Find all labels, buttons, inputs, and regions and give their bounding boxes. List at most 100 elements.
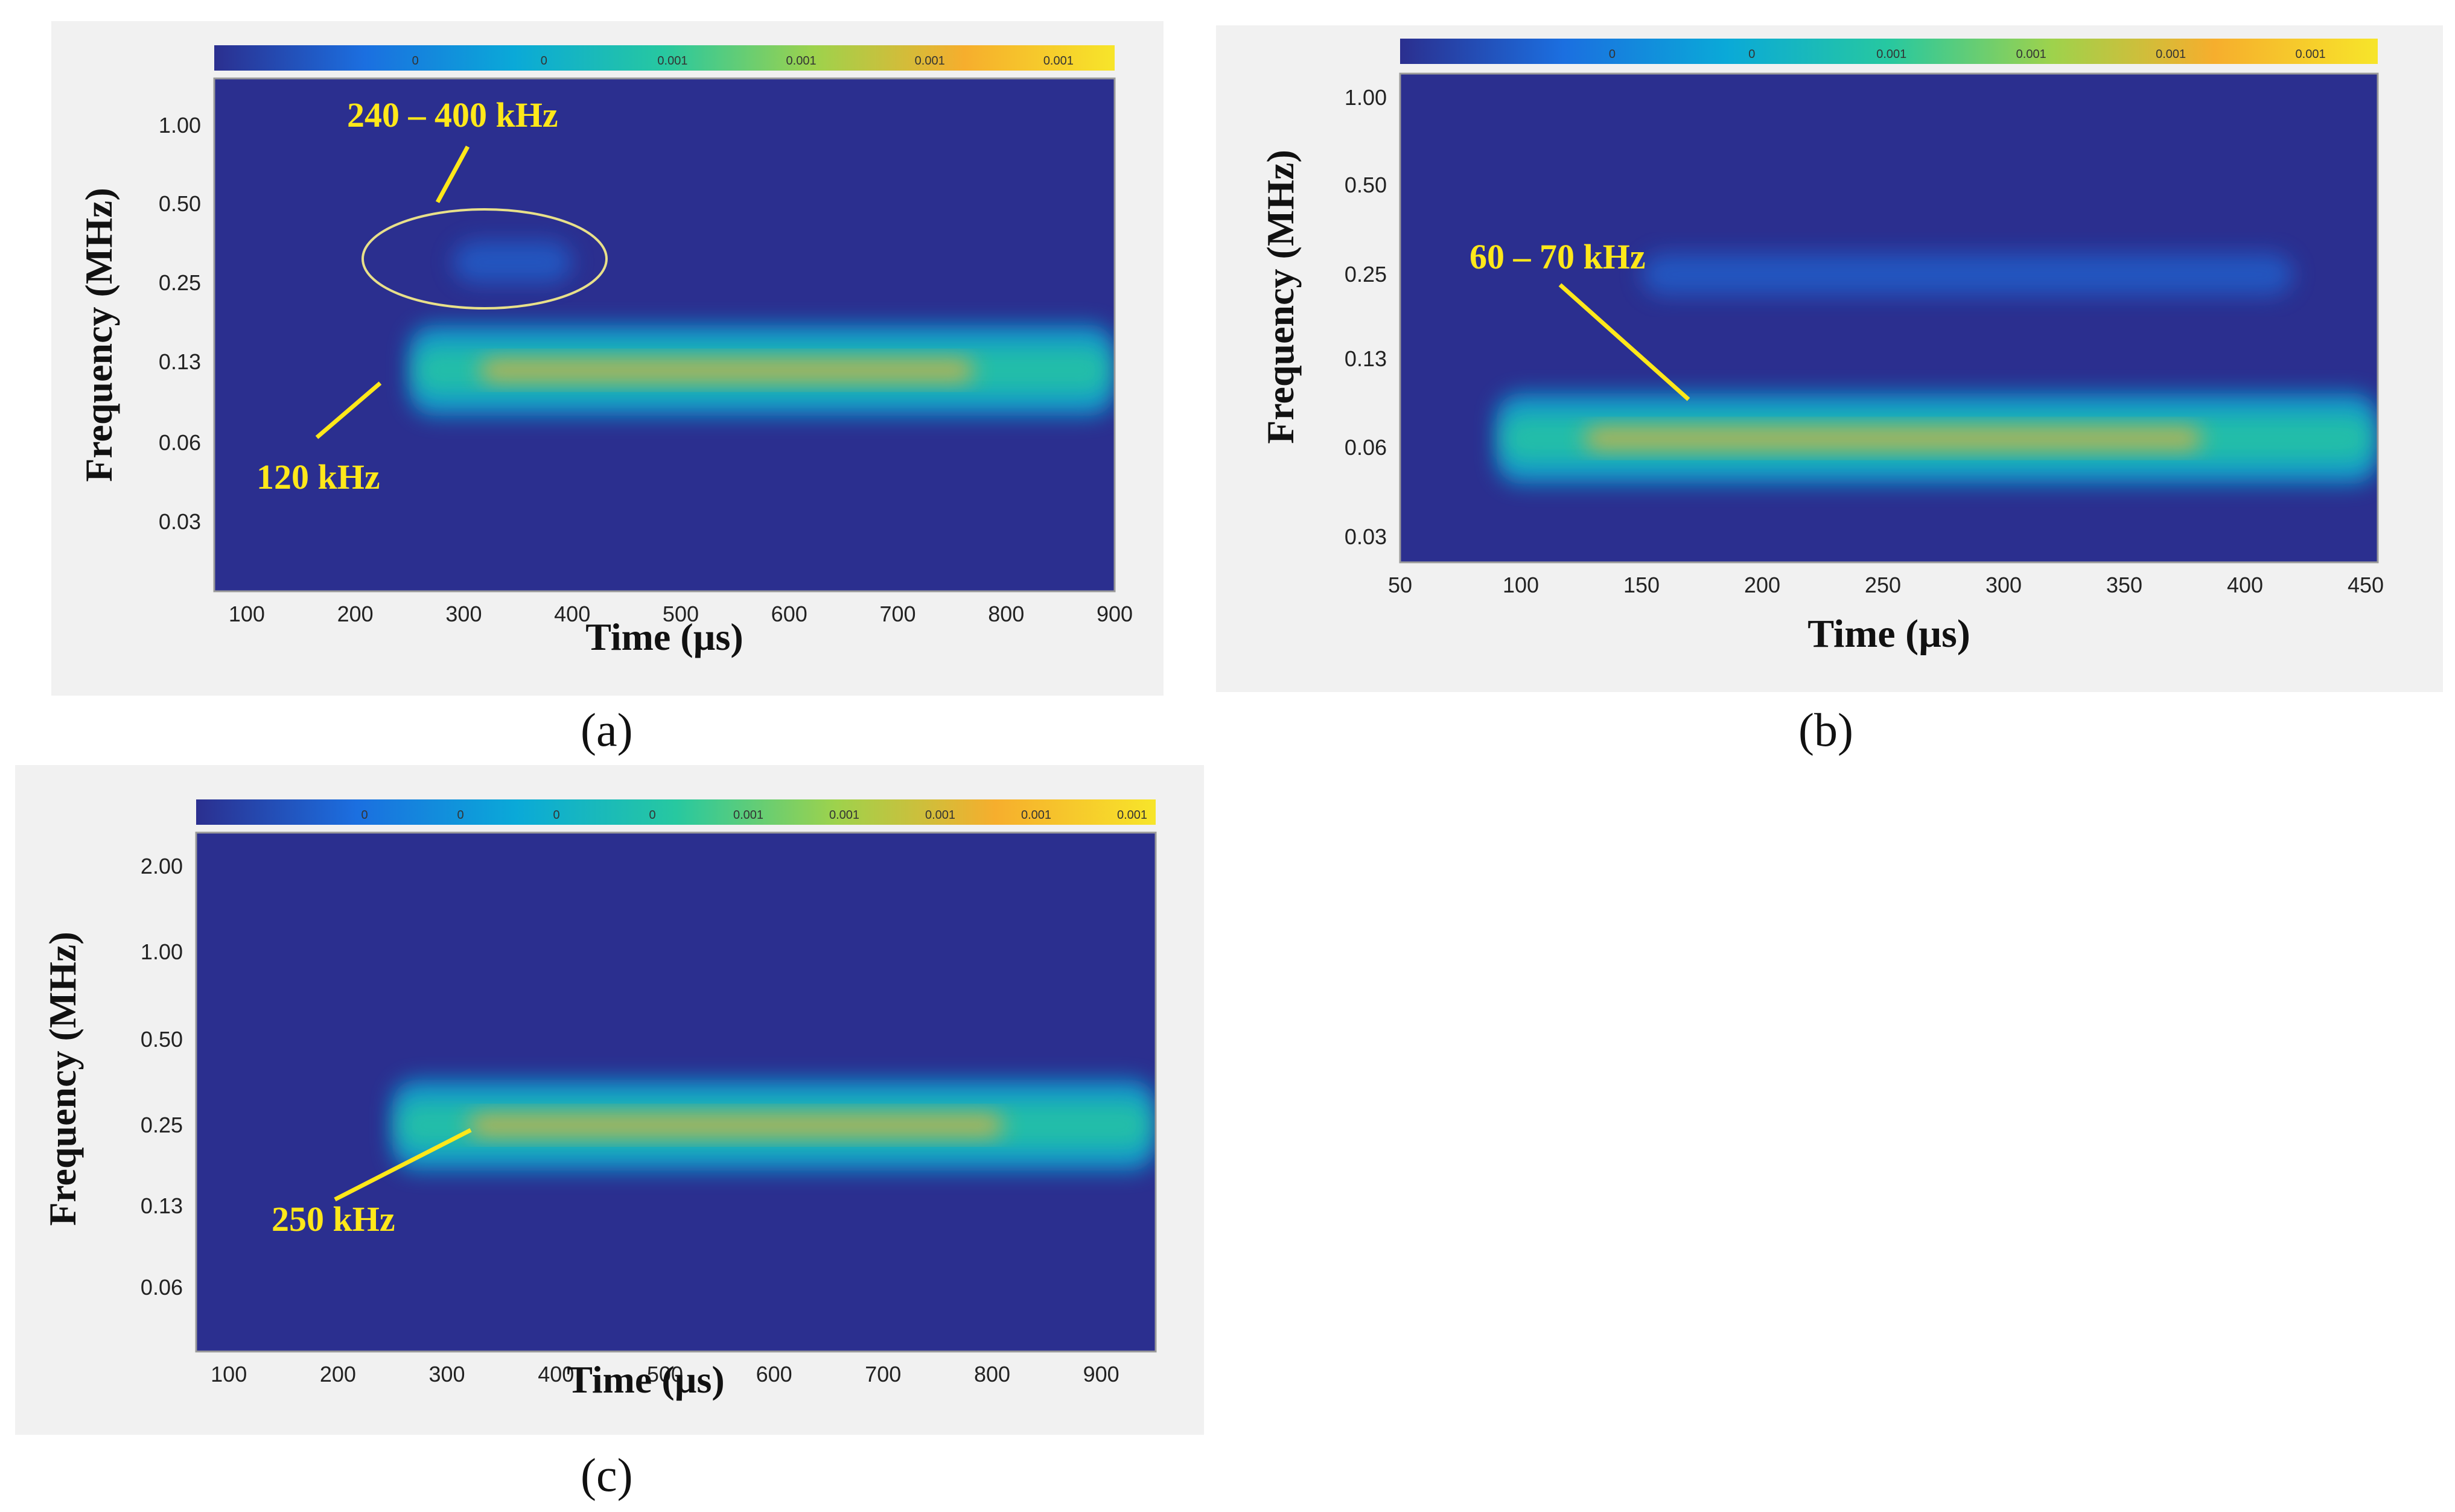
y-tick-label: 0.50 — [159, 191, 201, 216]
x-tick-label: 300 — [445, 602, 482, 626]
x-tick-label: 700 — [865, 1362, 901, 1387]
colorbar-tick-label: 0.001 — [2296, 48, 2326, 61]
y-axis-label: Frequency (MHz) — [41, 932, 84, 1226]
y-tick-label: 0.06 — [1345, 435, 1387, 460]
colorbar-tick-label: 0.001 — [925, 808, 955, 822]
y-tick-label: 0.13 — [159, 349, 201, 374]
x-tick-label: 400 — [554, 602, 590, 626]
x-tick-label: 350 — [2106, 573, 2142, 597]
colorbar-tick-label: 0.001 — [2156, 48, 2186, 61]
heatmap-bands — [409, 241, 1115, 416]
x-tick-label: 50 — [1388, 573, 1412, 597]
colorbar-tick-label: 0.001 — [733, 808, 763, 822]
x-tick-label: 100 — [211, 1362, 247, 1387]
colorbar — [1400, 39, 2378, 64]
x-tick-label: 900 — [1097, 602, 1133, 626]
energy-band-peak — [480, 359, 974, 381]
x-tick-label: 100 — [229, 602, 265, 626]
colorbar-tick-label: 0 — [457, 808, 463, 822]
panel-c: 0 0 0 0 0.001 0.001 0.001 0.001 0.001 2.00 1.00 0.5… — [15, 765, 1204, 1435]
colorbar-tick-label: 0.001 — [657, 54, 687, 68]
colorbar-tick-label: 0.001 — [1043, 54, 1074, 68]
y-axis-label: Frequency (MHz) — [77, 188, 120, 482]
annotation-label: 250 kHz — [272, 1199, 395, 1239]
energy-band — [1641, 253, 2293, 296]
y-tick-label: 0.06 — [141, 1275, 183, 1300]
panel-c-caption: (c) — [581, 1449, 633, 1501]
x-tick-label: 450 — [2348, 573, 2384, 597]
y-tick-label: 0.25 — [1345, 262, 1387, 287]
y-tick-label: 0.03 — [1345, 524, 1387, 549]
x-tick-label: 600 — [756, 1362, 792, 1387]
energy-band — [453, 241, 573, 284]
x-tick-label: 150 — [1623, 573, 1660, 597]
annotation-leader-line — [334, 1128, 472, 1202]
colorbar-tick-label: 0.001 — [1876, 48, 1906, 61]
y-tick-label: 0.13 — [1345, 346, 1387, 371]
heatmap-bands — [1497, 253, 2378, 484]
panel-b: 0 0 0.001 0.001 0.001 0.001 1.00 0.50 0.25 0.13 0.… — [1216, 25, 2443, 692]
panel-a-chart: 0 0 0.001 0.001 0.001 0.001 1.00 0.50 0.25 0.13 0.… — [77, 45, 1133, 658]
y-tick-label: 0.13 — [141, 1193, 183, 1218]
energy-band-peak — [1585, 427, 2202, 449]
colorbar-tick-label: 0 — [541, 54, 547, 68]
colorbar-tick-label: 0 — [1609, 48, 1616, 61]
panel-a-caption: (a) — [581, 704, 633, 756]
x-tick-label: 800 — [988, 602, 1024, 626]
colorbar-tick-label: 0.001 — [2016, 48, 2046, 61]
y-axis-label: Frequency (MHz) — [1259, 150, 1302, 444]
annotation-label: 240 – 400 kHz — [347, 95, 558, 135]
plot-frame — [195, 831, 1157, 1353]
x-tick-label: 100 — [1503, 573, 1539, 597]
y-tick-label: 0.50 — [1345, 173, 1387, 197]
colorbar-tick-label: 0.001 — [829, 808, 859, 822]
colorbar — [196, 799, 1156, 825]
x-tick-label: 300 — [1985, 573, 2022, 597]
panel-b-caption: (b) — [1798, 704, 1853, 756]
colorbar-tick-label: 0.001 — [1021, 808, 1051, 822]
x-tick-label: 400 — [2227, 573, 2263, 597]
x-tick-label: 900 — [1083, 1362, 1119, 1387]
colorbar-tick-label: 0 — [1748, 48, 1755, 61]
x-tick-label: 500 — [663, 602, 699, 626]
x-tick-label: 300 — [429, 1362, 465, 1387]
annotation-leader-line — [435, 145, 470, 203]
x-tick-label: 400 — [538, 1362, 574, 1387]
x-tick-label: 200 — [320, 1362, 356, 1387]
x-axis-label: Time (µs) — [567, 1358, 724, 1401]
annotation-ellipse — [361, 208, 608, 310]
x-tick-label: 600 — [771, 602, 807, 626]
plot-area — [1400, 74, 2378, 562]
annotation-label: 60 – 70 kHz — [1469, 237, 1646, 276]
y-tick-label: 1.00 — [1345, 85, 1387, 110]
colorbar — [214, 45, 1115, 71]
y-tick-label: 0.25 — [141, 1113, 183, 1137]
panel-a: 0 0 0.001 0.001 0.001 0.001 1.00 0.50 0.25 0.13 0.… — [51, 21, 1164, 696]
colorbar-tick-label: 0 — [361, 808, 368, 822]
annotation-leader-line — [315, 381, 382, 439]
colorbar-tick-label: 0.001 — [1117, 808, 1147, 822]
y-tick-label: 0.03 — [159, 509, 201, 534]
x-tick-label: 250 — [1865, 573, 1901, 597]
plot-frame — [1399, 72, 2379, 564]
energy-band-peak — [468, 1114, 1004, 1136]
heatmap-bands — [392, 1080, 1156, 1171]
annotation-label: 120 kHz — [256, 457, 380, 497]
y-tick-label: 1.00 — [159, 113, 201, 138]
panel-c-chart: 0 0 0 0 0.001 0.001 0.001 0.001 0.001 2.00 1.00 0.5… — [41, 799, 1157, 1401]
x-tick-label: 800 — [974, 1362, 1010, 1387]
y-tick-label: 1.00 — [141, 939, 183, 964]
panel-b-chart: 0 0 0.001 0.001 0.001 0.001 1.00 0.50 0.25 0.13 0.… — [1259, 39, 2384, 656]
x-tick-label: 200 — [1744, 573, 1780, 597]
colorbar-tick-label: 0 — [649, 808, 655, 822]
y-tick-label: 0.06 — [159, 430, 201, 455]
x-tick-label: 200 — [337, 602, 374, 626]
annotation-leader-line — [1558, 283, 1690, 401]
colorbar-tick-label: 0 — [553, 808, 559, 822]
x-axis-label: Time (µs) — [585, 615, 743, 658]
y-tick-label: 0.25 — [159, 270, 201, 295]
y-tick-label: 0.50 — [141, 1027, 183, 1052]
x-tick-label: 500 — [647, 1362, 683, 1387]
colorbar-tick-label: 0 — [412, 54, 419, 68]
colorbar-tick-label: 0.001 — [915, 54, 945, 68]
